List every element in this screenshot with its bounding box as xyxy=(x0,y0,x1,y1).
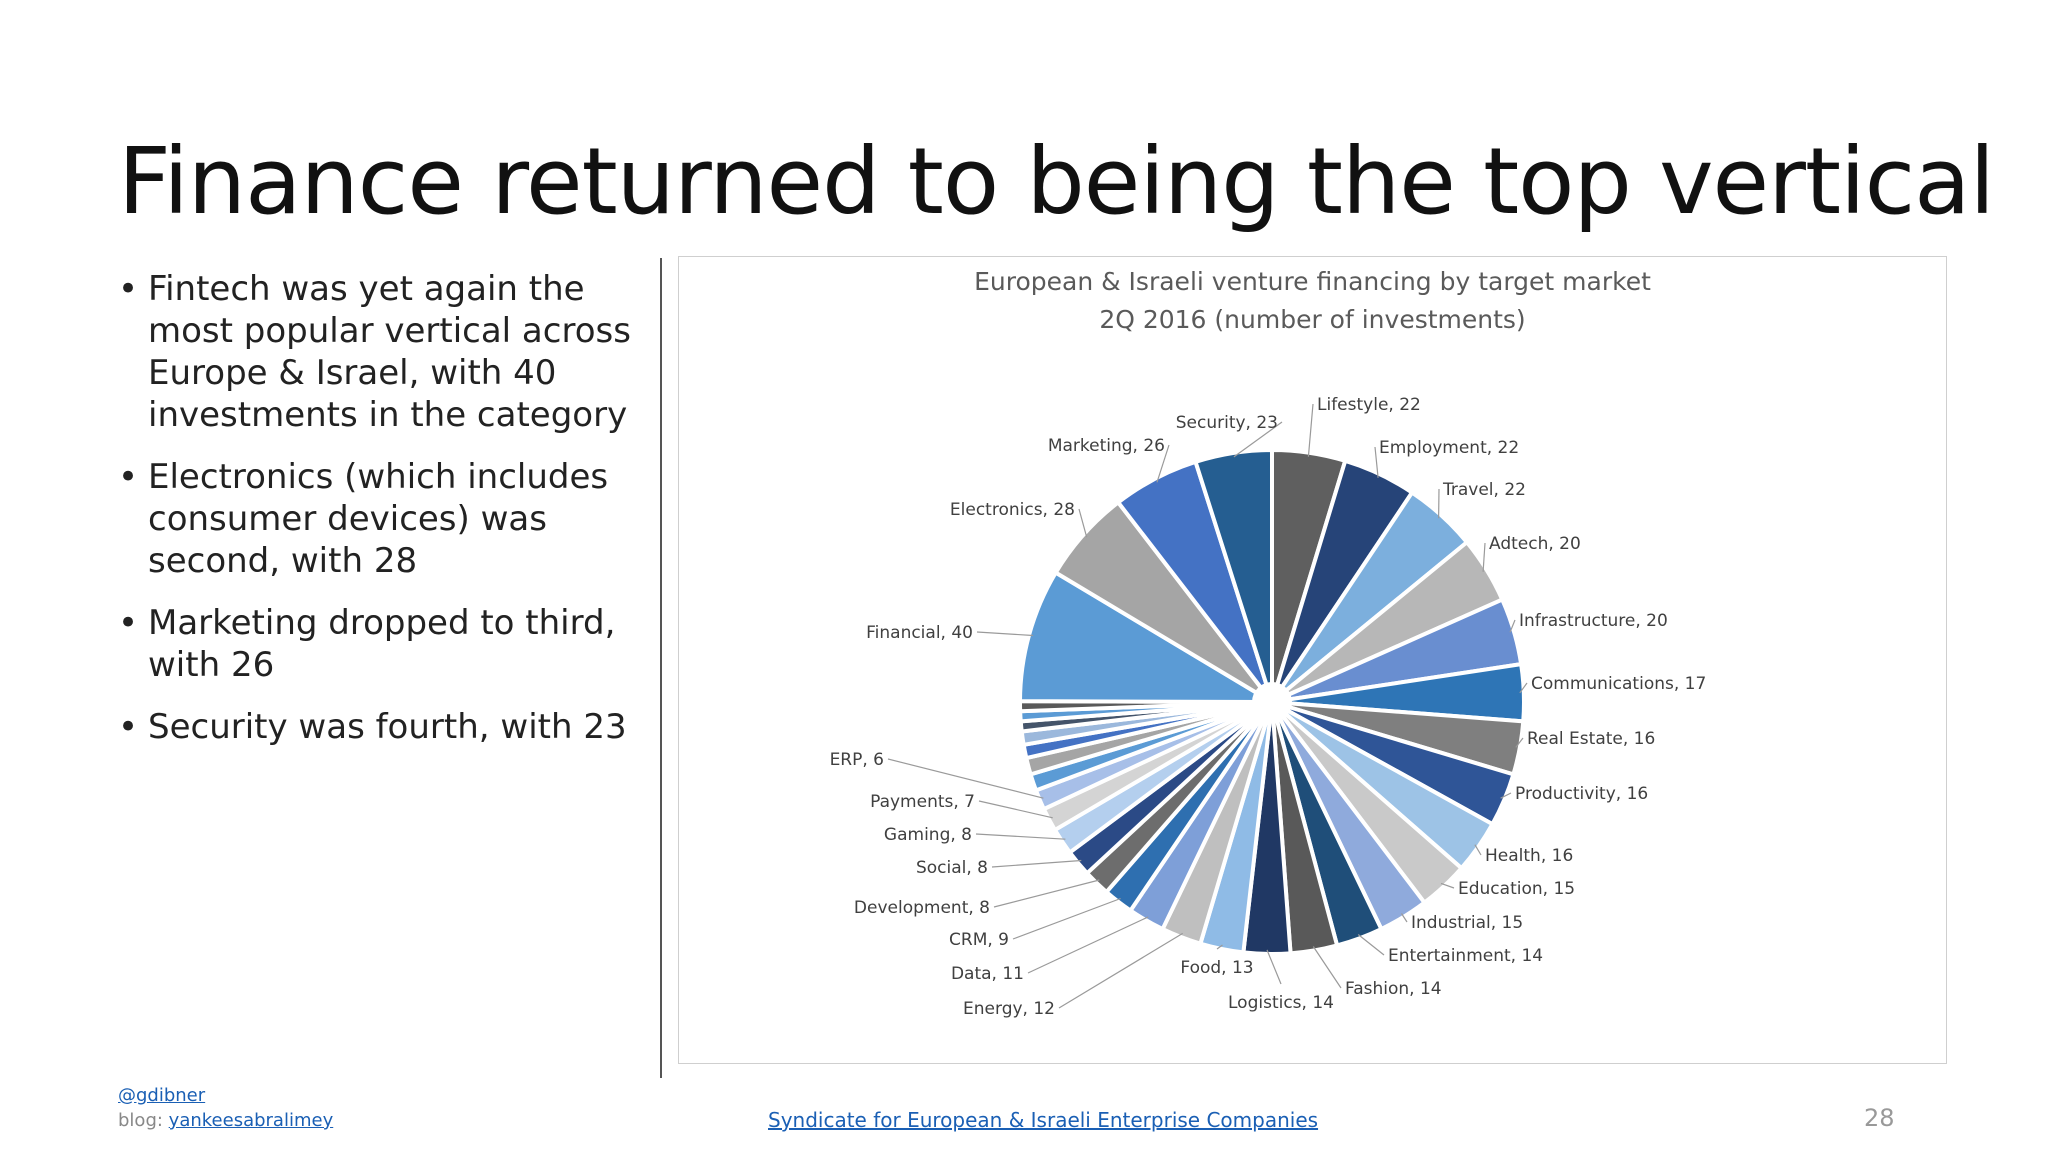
leader-line xyxy=(1519,682,1528,694)
data-label: Entertainment, 14 xyxy=(1388,946,1543,966)
leader-line xyxy=(1500,792,1512,799)
chart-frame: European & Israeli venture financing by … xyxy=(678,256,1947,1064)
source-link[interactable]: Syndicate for European & Israeli Enterpr… xyxy=(768,1108,1319,1132)
leader-line xyxy=(1482,542,1486,572)
leader-line xyxy=(993,879,1100,908)
blog-line: blog: yankeesabralimey xyxy=(118,1110,333,1131)
data-label: Energy, 12 xyxy=(963,999,1055,1019)
pie-chart: Lifestyle, 22 Employment, 22 Travel, 22 Adt… xyxy=(830,395,1707,1019)
data-label: Financial, 40 xyxy=(866,623,973,643)
data-label: Employment, 22 xyxy=(1379,438,1519,458)
data-label: CRM, 9 xyxy=(949,930,1009,950)
chart-title-line-1: European & Israeli venture financing by … xyxy=(974,267,1651,296)
leader-line xyxy=(1216,944,1223,950)
bullet-list: Fintech was yet again the most popular v… xyxy=(118,268,648,768)
leader-line xyxy=(1307,403,1314,457)
data-label: Food, 13 xyxy=(1180,958,1253,978)
data-label: Real Estate, 16 xyxy=(1527,729,1655,749)
leader-line xyxy=(1078,508,1088,538)
leader-line xyxy=(1509,619,1516,633)
chart-title-line-2: 2Q 2016 (number of investments) xyxy=(1099,305,1526,334)
data-label: Payments, 7 xyxy=(870,792,975,812)
leader-line xyxy=(1440,882,1455,889)
leader-line xyxy=(1515,737,1524,748)
twitter-handle-link[interactable]: @gdibner xyxy=(118,1085,206,1106)
leader-line xyxy=(1266,949,1282,985)
bullet-item: Fintech was yet again the most popular v… xyxy=(118,268,648,436)
data-label: Industrial, 15 xyxy=(1411,913,1523,933)
blog-link[interactable]: yankeesabralimey xyxy=(168,1110,334,1131)
leader-line xyxy=(1400,913,1408,923)
data-label: Security, 23 xyxy=(1176,413,1278,433)
leader-line xyxy=(975,833,1066,840)
data-label: Communications, 17 xyxy=(1531,674,1706,694)
vertical-divider xyxy=(660,258,662,1078)
data-label: Marketing, 26 xyxy=(1048,436,1165,456)
data-label: Gaming, 8 xyxy=(884,825,972,845)
data-label: Social, 8 xyxy=(916,858,988,878)
leader-line xyxy=(1058,932,1184,1009)
leader-line xyxy=(1156,444,1170,483)
data-label: Logistics, 14 xyxy=(1228,993,1334,1013)
blog-prefix: blog: xyxy=(118,1110,163,1131)
data-label: Lifestyle, 22 xyxy=(1317,395,1421,415)
leader-line xyxy=(1474,844,1482,856)
leader-line xyxy=(1312,946,1342,989)
data-label: Health, 16 xyxy=(1485,846,1573,866)
bullet-item: Security was fourth, with 23 xyxy=(118,706,648,748)
slide-title: Finance returned to being the top vertic… xyxy=(118,128,1995,235)
leader-line xyxy=(1357,934,1385,956)
bullet-item: Electronics (which includes consumer dev… xyxy=(118,456,648,582)
data-label: Travel, 22 xyxy=(1442,480,1526,500)
data-label: Adtech, 20 xyxy=(1489,534,1581,554)
bullet-item: Marketing dropped to third, with 26 xyxy=(118,602,648,686)
data-label: Infrastructure, 20 xyxy=(1519,611,1668,631)
data-label: ERP, 6 xyxy=(830,750,884,770)
pie-slice-financial xyxy=(1018,570,1274,704)
data-label: Fashion, 14 xyxy=(1345,979,1442,999)
leader-line xyxy=(1012,897,1121,940)
leader-line xyxy=(1027,916,1149,974)
page-number: 28 xyxy=(1864,1104,1895,1132)
pie-center xyxy=(1252,682,1292,722)
data-label: Development, 8 xyxy=(854,898,990,918)
leader-line xyxy=(1233,421,1283,458)
data-label: Electronics, 28 xyxy=(950,500,1075,520)
leader-line xyxy=(991,859,1082,868)
data-label: Productivity, 16 xyxy=(1515,784,1648,804)
pie-slice-security xyxy=(1193,448,1274,704)
data-label: Data, 11 xyxy=(951,964,1024,984)
leader-line xyxy=(1374,446,1379,478)
leader-line xyxy=(978,800,1053,819)
leader-line xyxy=(976,631,1034,637)
data-label: Education, 15 xyxy=(1458,879,1575,899)
leader-line xyxy=(887,758,1044,799)
